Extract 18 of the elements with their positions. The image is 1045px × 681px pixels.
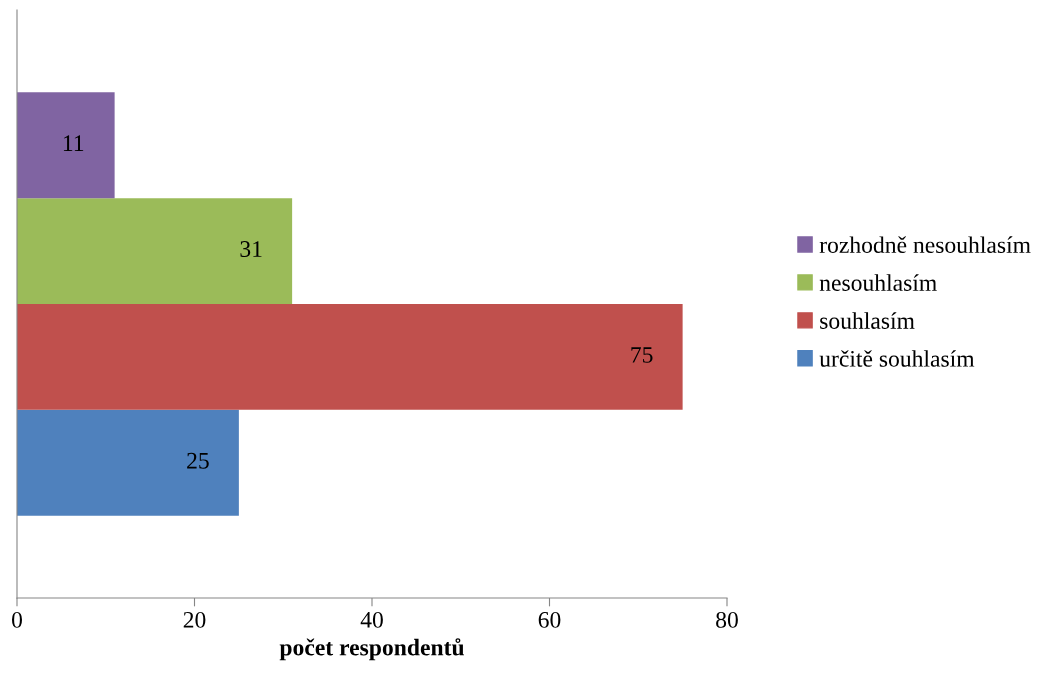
x-axis-title: počet respondentů bbox=[279, 638, 464, 661]
x-tick-label: 20 bbox=[183, 611, 206, 628]
data-label: 11 bbox=[63, 135, 84, 151]
x-tick-label: 60 bbox=[538, 611, 561, 628]
bar bbox=[17, 304, 683, 410]
data-label: 31 bbox=[240, 241, 262, 257]
legend-label: rozhodně nesouhlasím bbox=[819, 236, 1031, 253]
x-tick-label: 40 bbox=[360, 611, 383, 628]
legend-label: nesouhlasím bbox=[819, 274, 937, 291]
x-tick-label: 0 bbox=[12, 611, 22, 628]
legend-label: určitě souhlasím bbox=[819, 350, 975, 367]
data-label: 75 bbox=[631, 347, 653, 363]
bar bbox=[17, 92, 115, 199]
bar bbox=[17, 198, 293, 304]
legend-label: souhlasím bbox=[820, 312, 915, 329]
x-tick-label: 80 bbox=[716, 611, 738, 628]
data-label: 25 bbox=[187, 452, 209, 469]
bar bbox=[17, 409, 239, 516]
